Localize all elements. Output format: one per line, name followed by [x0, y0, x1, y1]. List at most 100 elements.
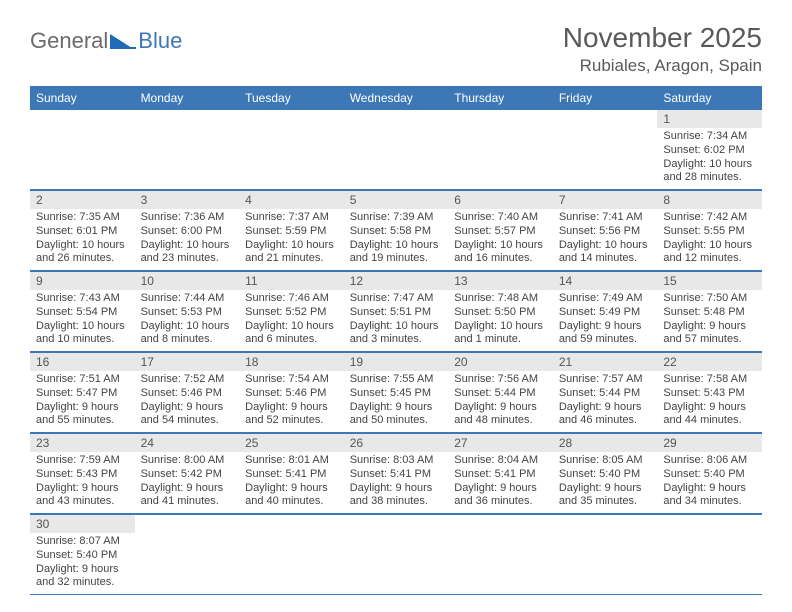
- sunset-text: Sunset: 5:49 PM: [559, 306, 652, 320]
- day-info: Sunrise: 8:04 AMSunset: 5:41 PMDaylight:…: [448, 452, 553, 513]
- day-info: [448, 128, 553, 184]
- day-info: Sunrise: 8:00 AMSunset: 5:42 PMDaylight:…: [135, 452, 240, 513]
- sunrise-text: Sunrise: 7:55 AM: [350, 373, 443, 387]
- sunrise-text: Sunrise: 7:40 AM: [454, 211, 547, 225]
- day-info: Sunrise: 7:56 AMSunset: 5:44 PMDaylight:…: [448, 371, 553, 432]
- sunrise-text: Sunrise: 8:05 AM: [559, 454, 652, 468]
- day-info: Sunrise: 8:05 AMSunset: 5:40 PMDaylight:…: [553, 452, 658, 513]
- calendar-cell: 14Sunrise: 7:49 AMSunset: 5:49 PMDayligh…: [553, 271, 658, 352]
- daylight-text: Daylight: 9 hours and 50 minutes.: [350, 401, 443, 429]
- day-info: Sunrise: 8:07 AMSunset: 5:40 PMDaylight:…: [30, 533, 135, 594]
- sunset-text: Sunset: 5:50 PM: [454, 306, 547, 320]
- day-info: Sunrise: 7:52 AMSunset: 5:46 PMDaylight:…: [135, 371, 240, 432]
- sunset-text: Sunset: 5:46 PM: [141, 387, 234, 401]
- calendar-page: General Blue November 2025 Rubiales, Ara…: [0, 0, 792, 605]
- day-info: Sunrise: 7:54 AMSunset: 5:46 PMDaylight:…: [239, 371, 344, 432]
- location: Rubiales, Aragon, Spain: [563, 56, 762, 76]
- sunrise-text: Sunrise: 8:07 AM: [36, 535, 129, 549]
- calendar-cell: 5Sunrise: 7:39 AMSunset: 5:58 PMDaylight…: [344, 190, 449, 271]
- daylight-text: Daylight: 9 hours and 57 minutes.: [663, 320, 756, 348]
- day-info: Sunrise: 7:48 AMSunset: 5:50 PMDaylight:…: [448, 290, 553, 351]
- calendar-cell: [448, 514, 553, 595]
- day-number: 12: [344, 271, 449, 290]
- month-title: November 2025: [563, 22, 762, 54]
- day-info: Sunrise: 7:43 AMSunset: 5:54 PMDaylight:…: [30, 290, 135, 351]
- day-number: 18: [239, 352, 344, 371]
- calendar-cell: 10Sunrise: 7:44 AMSunset: 5:53 PMDayligh…: [135, 271, 240, 352]
- brand-part1: General: [30, 28, 108, 54]
- calendar-cell: 17Sunrise: 7:52 AMSunset: 5:46 PMDayligh…: [135, 352, 240, 433]
- day-number: 17: [135, 352, 240, 371]
- sunset-text: Sunset: 6:00 PM: [141, 225, 234, 239]
- day-number: 30: [30, 514, 135, 533]
- calendar-cell: 22Sunrise: 7:58 AMSunset: 5:43 PMDayligh…: [657, 352, 762, 433]
- day-number: 21: [553, 352, 658, 371]
- day-info: [30, 128, 135, 184]
- calendar-cell: 8Sunrise: 7:42 AMSunset: 5:55 PMDaylight…: [657, 190, 762, 271]
- daylight-text: Daylight: 10 hours and 3 minutes.: [350, 320, 443, 348]
- sunset-text: Sunset: 5:44 PM: [454, 387, 547, 401]
- sunrise-text: Sunrise: 8:04 AM: [454, 454, 547, 468]
- calendar-cell: [135, 110, 240, 190]
- calendar-row: 23Sunrise: 7:59 AMSunset: 5:43 PMDayligh…: [30, 433, 762, 514]
- sunset-text: Sunset: 5:55 PM: [663, 225, 756, 239]
- daylight-text: Daylight: 9 hours and 59 minutes.: [559, 320, 652, 348]
- sunset-text: Sunset: 5:44 PM: [559, 387, 652, 401]
- calendar-cell: 16Sunrise: 7:51 AMSunset: 5:47 PMDayligh…: [30, 352, 135, 433]
- day-info: [448, 533, 553, 589]
- day-info: Sunrise: 7:42 AMSunset: 5:55 PMDaylight:…: [657, 209, 762, 270]
- day-info: Sunrise: 7:41 AMSunset: 5:56 PMDaylight:…: [553, 209, 658, 270]
- day-info: Sunrise: 7:47 AMSunset: 5:51 PMDaylight:…: [344, 290, 449, 351]
- daylight-text: Daylight: 9 hours and 54 minutes.: [141, 401, 234, 429]
- day-number: 28: [553, 433, 658, 452]
- day-number: 6: [448, 190, 553, 209]
- day-number: 22: [657, 352, 762, 371]
- calendar-cell: [657, 514, 762, 595]
- calendar-cell: [239, 110, 344, 190]
- sunrise-text: Sunrise: 7:39 AM: [350, 211, 443, 225]
- sunrise-text: Sunrise: 7:34 AM: [663, 130, 756, 144]
- day-info: Sunrise: 7:39 AMSunset: 5:58 PMDaylight:…: [344, 209, 449, 270]
- daylight-text: Daylight: 10 hours and 14 minutes.: [559, 239, 652, 267]
- day-number: 27: [448, 433, 553, 452]
- sunrise-text: Sunrise: 7:36 AM: [141, 211, 234, 225]
- daylight-text: Daylight: 9 hours and 34 minutes.: [663, 482, 756, 510]
- day-number: [239, 514, 344, 533]
- day-info: Sunrise: 7:57 AMSunset: 5:44 PMDaylight:…: [553, 371, 658, 432]
- day-info: [135, 128, 240, 184]
- weekday-header: Thursday: [448, 86, 553, 110]
- calendar-cell: 15Sunrise: 7:50 AMSunset: 5:48 PMDayligh…: [657, 271, 762, 352]
- sunset-text: Sunset: 5:59 PM: [245, 225, 338, 239]
- weekday-header: Friday: [553, 86, 658, 110]
- flag-icon: [110, 32, 136, 50]
- calendar-cell: 7Sunrise: 7:41 AMSunset: 5:56 PMDaylight…: [553, 190, 658, 271]
- sunset-text: Sunset: 5:40 PM: [663, 468, 756, 482]
- calendar-cell: [344, 110, 449, 190]
- day-info: Sunrise: 7:50 AMSunset: 5:48 PMDaylight:…: [657, 290, 762, 351]
- day-number: 5: [344, 190, 449, 209]
- day-number: 1: [657, 110, 762, 128]
- calendar-cell: 3Sunrise: 7:36 AMSunset: 6:00 PMDaylight…: [135, 190, 240, 271]
- calendar-row: 2Sunrise: 7:35 AMSunset: 6:01 PMDaylight…: [30, 190, 762, 271]
- daylight-text: Daylight: 9 hours and 38 minutes.: [350, 482, 443, 510]
- sunrise-text: Sunrise: 7:47 AM: [350, 292, 443, 306]
- day-info: Sunrise: 7:51 AMSunset: 5:47 PMDaylight:…: [30, 371, 135, 432]
- brand-part2: Blue: [138, 28, 182, 54]
- calendar-cell: 30Sunrise: 8:07 AMSunset: 5:40 PMDayligh…: [30, 514, 135, 595]
- calendar-cell: 1Sunrise: 7:34 AMSunset: 6:02 PMDaylight…: [657, 110, 762, 190]
- day-number: [553, 514, 658, 533]
- day-number: 11: [239, 271, 344, 290]
- weekday-header: Sunday: [30, 86, 135, 110]
- day-number: 29: [657, 433, 762, 452]
- daylight-text: Daylight: 10 hours and 19 minutes.: [350, 239, 443, 267]
- sunrise-text: Sunrise: 7:49 AM: [559, 292, 652, 306]
- sunrise-text: Sunrise: 7:48 AM: [454, 292, 547, 306]
- calendar-cell: 19Sunrise: 7:55 AMSunset: 5:45 PMDayligh…: [344, 352, 449, 433]
- day-number: [657, 514, 762, 533]
- brand-logo: General Blue: [30, 22, 182, 54]
- day-info: Sunrise: 7:49 AMSunset: 5:49 PMDaylight:…: [553, 290, 658, 351]
- day-number: 20: [448, 352, 553, 371]
- day-number: 25: [239, 433, 344, 452]
- sunset-text: Sunset: 6:02 PM: [663, 144, 756, 158]
- calendar-cell: 6Sunrise: 7:40 AMSunset: 5:57 PMDaylight…: [448, 190, 553, 271]
